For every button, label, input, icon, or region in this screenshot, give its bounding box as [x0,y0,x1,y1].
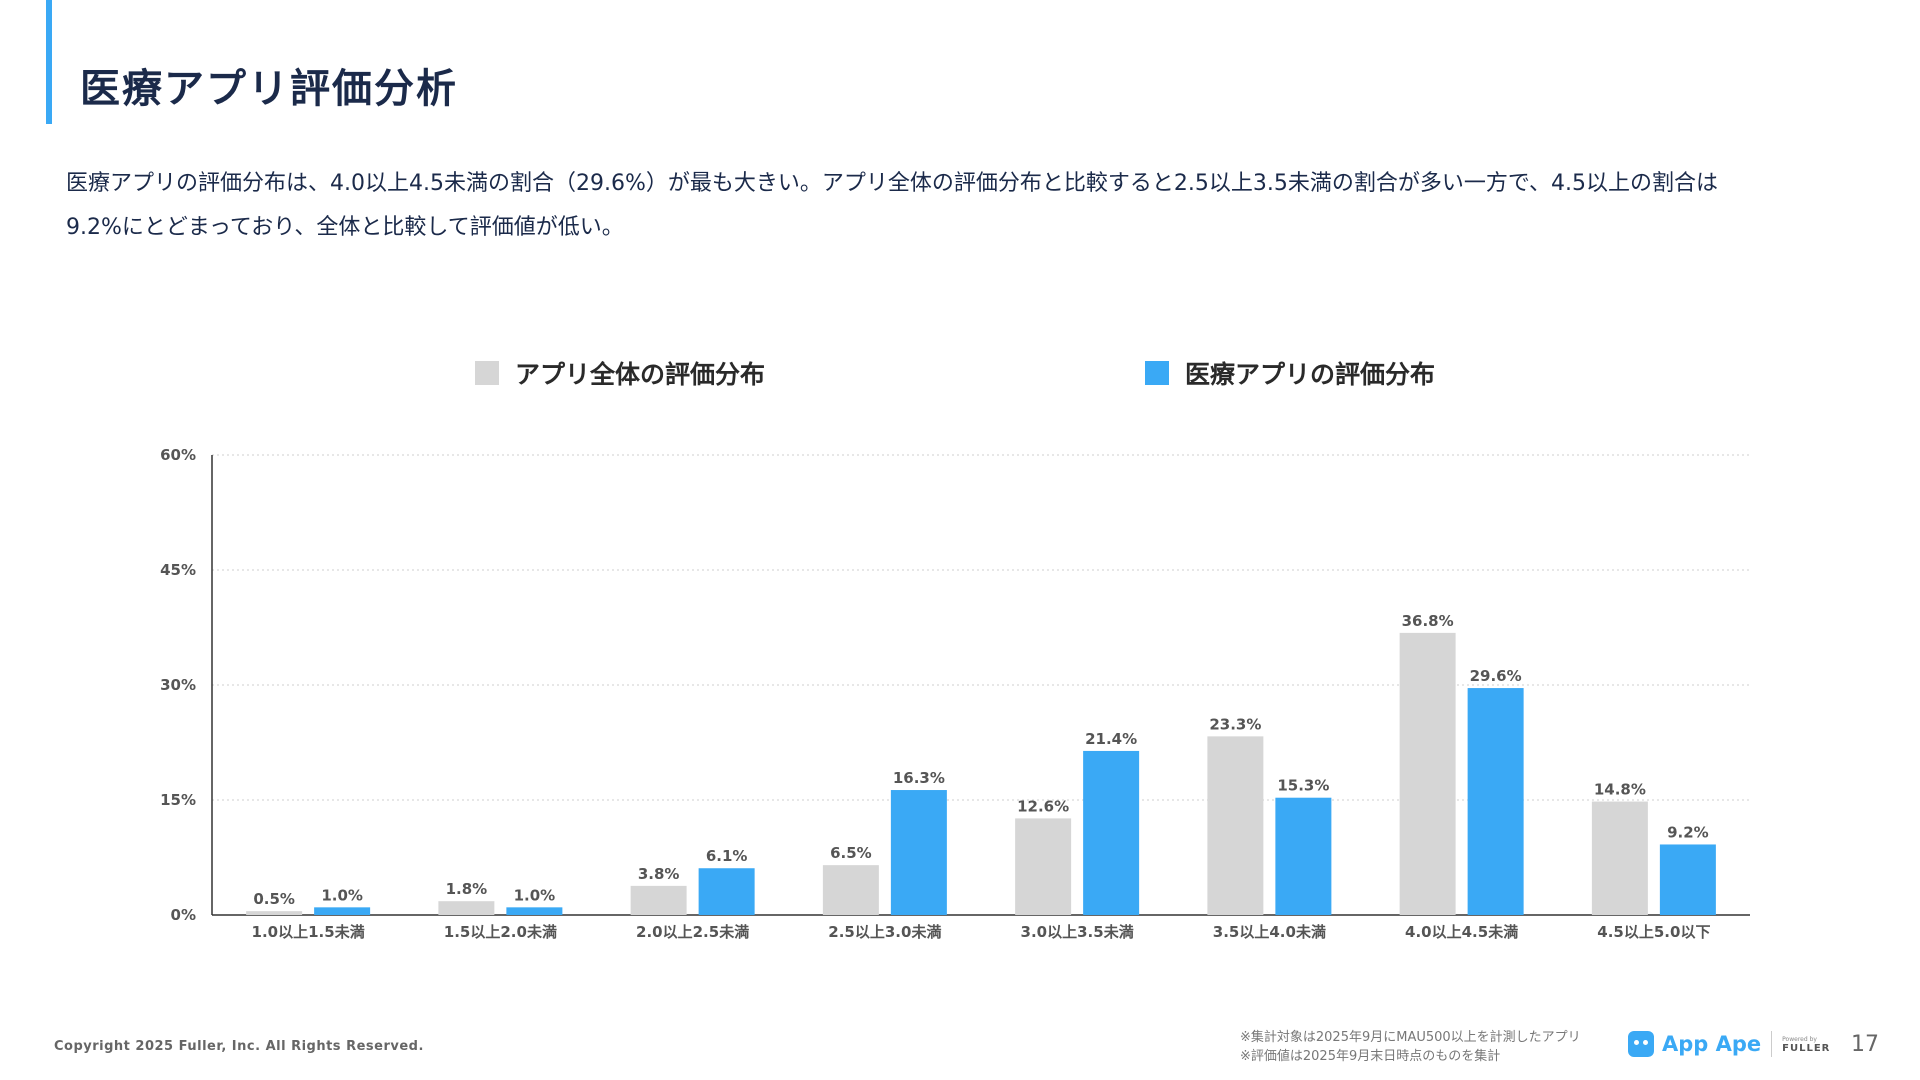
y-tick-label: 15% [160,791,196,809]
powered-by-fuller: Powered by FULLER [1782,1035,1831,1054]
data-label: 6.5% [830,844,872,862]
description-line-1: 医療アプリの評価分布は、4.0以上4.5未満の割合（29.6%）が最も大きい。ア… [66,171,1718,196]
page-title: 医療アプリ評価分析 [80,66,458,112]
bar-medical-apps [1275,797,1332,915]
page-description: 医療アプリの評価分布は、4.0以上4.5未満の割合（29.6%）が最も大きい。ア… [66,162,1866,250]
data-label: 1.0% [514,886,556,904]
legend-label-medical-apps: 医療アプリの評価分布 [1185,360,1436,389]
description-line-2: 9.2%にとどまっており、全体と比較して評価値が低い。 [66,215,624,240]
copyright-text: Copyright 2025 Fuller, Inc. All Rights R… [54,1039,424,1054]
bar-medical-apps [506,907,563,915]
footnote-1: ※集計対象は2025年9月にMAU500以上を計測したアプリ [1240,1030,1581,1045]
x-tick-label: 1.5以上2.0未満 [444,923,557,941]
bar-all-apps [1207,736,1264,915]
bar-medical-apps [314,907,371,915]
x-tick-label: 1.0以上1.5未満 [252,923,365,941]
bar-all-apps [630,885,687,915]
x-tick-label: 4.0以上4.5未満 [1405,923,1518,941]
bar-medical-apps [890,790,947,915]
title-accent-bar [46,0,52,124]
bar-all-apps [246,911,303,915]
legend-item-all-apps: アプリ全体の評価分布 [475,355,765,391]
legend-label-all-apps: アプリ全体の評価分布 [515,360,766,389]
x-tick-label: 2.5以上3.0未満 [828,923,941,941]
y-tick-label: 0% [171,906,196,924]
data-label: 0.5% [253,890,295,908]
data-label: 9.2% [1667,823,1709,841]
bar-all-apps [1591,801,1648,915]
bar-medical-apps [698,868,755,915]
data-label: 12.6% [1017,797,1069,815]
data-label: 1.0% [321,886,363,904]
bar-medical-apps [1467,688,1524,915]
bar-all-apps [438,901,495,915]
powered-by-text: Powered by [1782,1036,1817,1043]
x-tick-label: 2.0以上2.5未満 [636,923,749,941]
bar-all-apps [822,865,879,915]
bar-all-apps [1015,818,1072,915]
footnotes: ※集計対象は2025年9月にMAU500以上を計測したアプリ ※評価値は2025… [1240,1028,1581,1066]
bar-medical-apps [1659,844,1716,915]
legend-swatch-medical-apps [1145,361,1169,385]
legend-item-medical-apps: 医療アプリの評価分布 [1145,355,1435,391]
logo-divider [1771,1031,1773,1057]
fuller-logo-text: FULLER [1782,1043,1831,1054]
y-tick-label: 45% [160,561,196,579]
logo-text: App Ape [1662,1032,1762,1056]
data-label: 16.3% [893,769,945,787]
data-label: 23.3% [1209,715,1261,733]
data-label: 29.6% [1470,667,1522,685]
x-tick-label: 4.5以上5.0以下 [1597,923,1710,941]
bar-medical-apps [1083,750,1140,915]
data-label: 1.8% [446,880,488,898]
data-label: 36.8% [1402,612,1454,630]
legend-swatch-all-apps [475,361,499,385]
data-label: 3.8% [638,865,680,883]
y-tick-label: 60% [160,446,196,464]
footnote-2: ※評価値は2025年9月末日時点のものを集計 [1240,1049,1501,1064]
data-label: 14.8% [1594,781,1646,799]
app-ape-logo: App Ape Powered by FULLER [1628,1031,1830,1057]
bar-all-apps [1399,632,1456,915]
data-label: 6.1% [706,847,748,865]
data-label: 21.4% [1085,730,1137,748]
data-label: 15.3% [1277,777,1329,795]
y-tick-label: 30% [160,676,196,694]
x-tick-label: 3.5以上4.0未満 [1213,923,1326,941]
chart-legend: アプリ全体の評価分布 医療アプリの評価分布 [0,355,1920,395]
app-ape-icon [1628,1031,1654,1057]
page-number: 17 [1851,1032,1879,1057]
x-tick-label: 3.0以上3.5未満 [1021,923,1134,941]
